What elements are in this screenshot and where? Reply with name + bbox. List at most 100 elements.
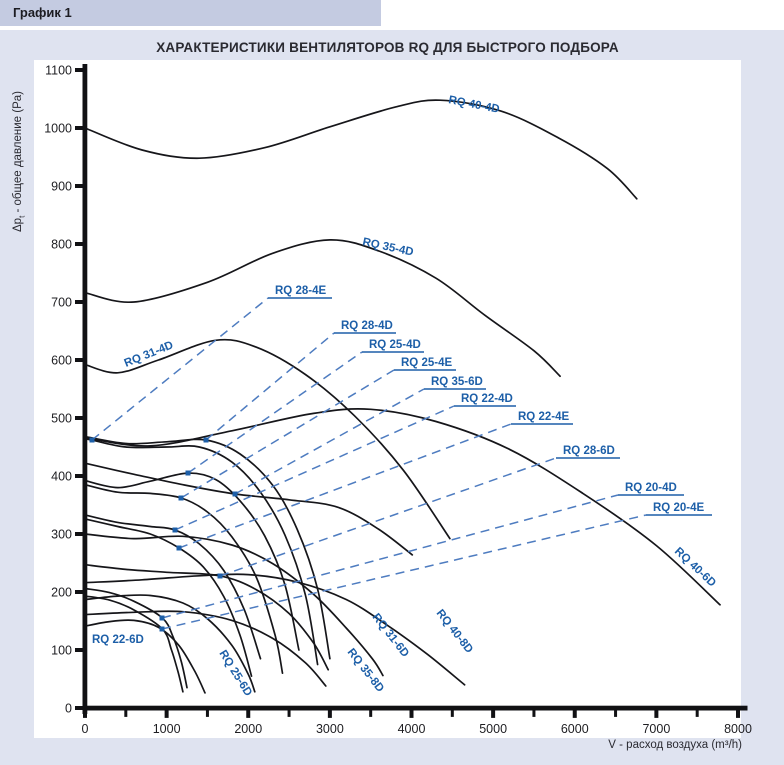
y-tick (75, 416, 83, 420)
leader-line-rq-22-4e (178, 423, 512, 549)
curve-label-rq-28-6d: RQ 28-6D (563, 445, 615, 457)
y-tick-label: 800 (51, 237, 72, 251)
y-tick (75, 184, 83, 188)
dot-rq-25-4e (178, 495, 184, 501)
y-tick-label: 700 (51, 295, 72, 309)
curve-label-rq-40-8d: RQ 40-8D (434, 607, 475, 655)
y-tick (75, 68, 83, 72)
curve-label-rq-20-4e: RQ 20-4E (653, 502, 704, 514)
curve-label-rq-31-4d: RQ 31-4D (123, 339, 176, 370)
curve-label-rq-40-4d: RQ 40-4D (447, 94, 500, 116)
curve-rq-22-4d (84, 514, 262, 660)
x-minor-tick (532, 710, 536, 717)
curve-label-rq-31-6d: RQ 31-6D (370, 611, 411, 659)
y-tick-label: 0 (65, 701, 72, 715)
leader-line-rq-25-4e (180, 369, 395, 499)
leader-line-rq-22-4d (174, 405, 455, 531)
dot-rq-22-4e (176, 545, 182, 551)
y-tick-label: 1100 (45, 63, 72, 77)
y-tick (75, 300, 83, 304)
y-tick (75, 648, 83, 652)
leader-line-rq-28-4e (91, 297, 269, 441)
leader-line-rq-25-4d (187, 351, 363, 474)
x-tick (83, 710, 87, 718)
x-tick-label: 7000 (642, 722, 670, 736)
x-tick (736, 710, 740, 718)
dot-rq-28-6d (217, 573, 223, 579)
y-tick (75, 358, 83, 362)
y-tick (75, 706, 83, 710)
x-minor-tick (205, 710, 209, 717)
curve-label-rq-20-4d: RQ 20-4D (625, 482, 677, 494)
curve-label-rq-35-6d: RQ 35-6D (431, 376, 483, 388)
y-tick-label: 600 (51, 353, 72, 367)
curve-rq-22-6d (84, 619, 206, 694)
x-tick-label: 4000 (398, 722, 426, 736)
x-minor-tick (124, 710, 128, 717)
curve-rq-28-4d (84, 435, 331, 660)
dot-rq-25-4d (185, 470, 191, 476)
dot-rq-28-4d (203, 437, 209, 443)
leader-line-rq-20-4e (161, 514, 647, 630)
y-tick (75, 532, 83, 536)
y-tick-label: 400 (51, 469, 72, 483)
x-tick (654, 710, 659, 718)
x-tick (164, 710, 169, 718)
dot-rq-28-4e (89, 437, 95, 443)
x-tick (572, 710, 577, 718)
curve-rq-35-8d (84, 610, 327, 687)
x-axis-line (82, 705, 748, 711)
curve-label-rq-28-4d: RQ 28-4D (341, 320, 393, 332)
y-axis-label-pre: Δp (12, 217, 24, 232)
x-tick-label: 2000 (234, 722, 262, 736)
curve-rq-28-4e (84, 438, 319, 666)
y-tick (75, 474, 83, 478)
x-tick (409, 710, 414, 718)
curve-rq-22-4e (84, 518, 253, 677)
y-tick (75, 126, 83, 130)
curve-rq-40-8d (84, 573, 466, 686)
x-tick (246, 710, 251, 718)
y-tick-label: 1000 (44, 121, 72, 135)
curve-label-rq-22-4e: RQ 22-4E (518, 411, 569, 423)
x-tick-label: 8000 (724, 722, 752, 736)
x-axis-label: V - расход воздуха (m³/h) (608, 739, 742, 751)
y-axis-line (82, 64, 88, 714)
curve-rq-31-6d (84, 533, 384, 677)
curve-label-rq-22-6d: RQ 22-6D (92, 634, 144, 646)
x-minor-tick (369, 710, 373, 717)
x-tick (327, 710, 332, 718)
y-tick-label: 500 (51, 411, 72, 425)
x-tick-label: 5000 (479, 722, 507, 736)
x-minor-tick (287, 710, 291, 717)
header-label: График 1 (13, 5, 72, 20)
curve-label-rq-22-4d: RQ 22-4D (461, 393, 513, 405)
x-minor-tick (450, 710, 454, 717)
x-minor-tick (614, 710, 618, 717)
curve-rq-28-6d (84, 563, 330, 671)
dot-rq-35-6d (232, 491, 238, 497)
y-tick-label: 900 (51, 179, 72, 193)
x-tick-label: 0 (82, 722, 89, 736)
curve-rq-31-4d (84, 338, 451, 540)
y-tick-label: 200 (51, 585, 72, 599)
x-tick-label: 1000 (153, 722, 181, 736)
dot-rq-20-4e (159, 626, 165, 632)
y-tick (75, 242, 83, 246)
curve-label-rq-40-6d: RQ 40-6D (672, 545, 718, 589)
curve-rq-40-4d (84, 99, 638, 200)
curve-label-rq-35-4d: RQ 35-4D (361, 236, 414, 259)
x-tick-label: 6000 (561, 722, 589, 736)
x-tick-label: 3000 (316, 722, 344, 736)
dot-rq-20-4d (159, 615, 165, 621)
curve-label-rq-25-4d: RQ 25-4D (369, 339, 421, 351)
curve-rq-35-6d (84, 462, 414, 556)
leader-line-rq-20-4d (161, 494, 619, 619)
y-tick (75, 590, 83, 594)
curve-rq-25-4e (84, 483, 284, 675)
curve-rq-35-4d (84, 239, 561, 378)
curve-rq-25-4d (84, 472, 300, 651)
y-axis-label-post: - общее давление (Pa) (12, 91, 24, 216)
